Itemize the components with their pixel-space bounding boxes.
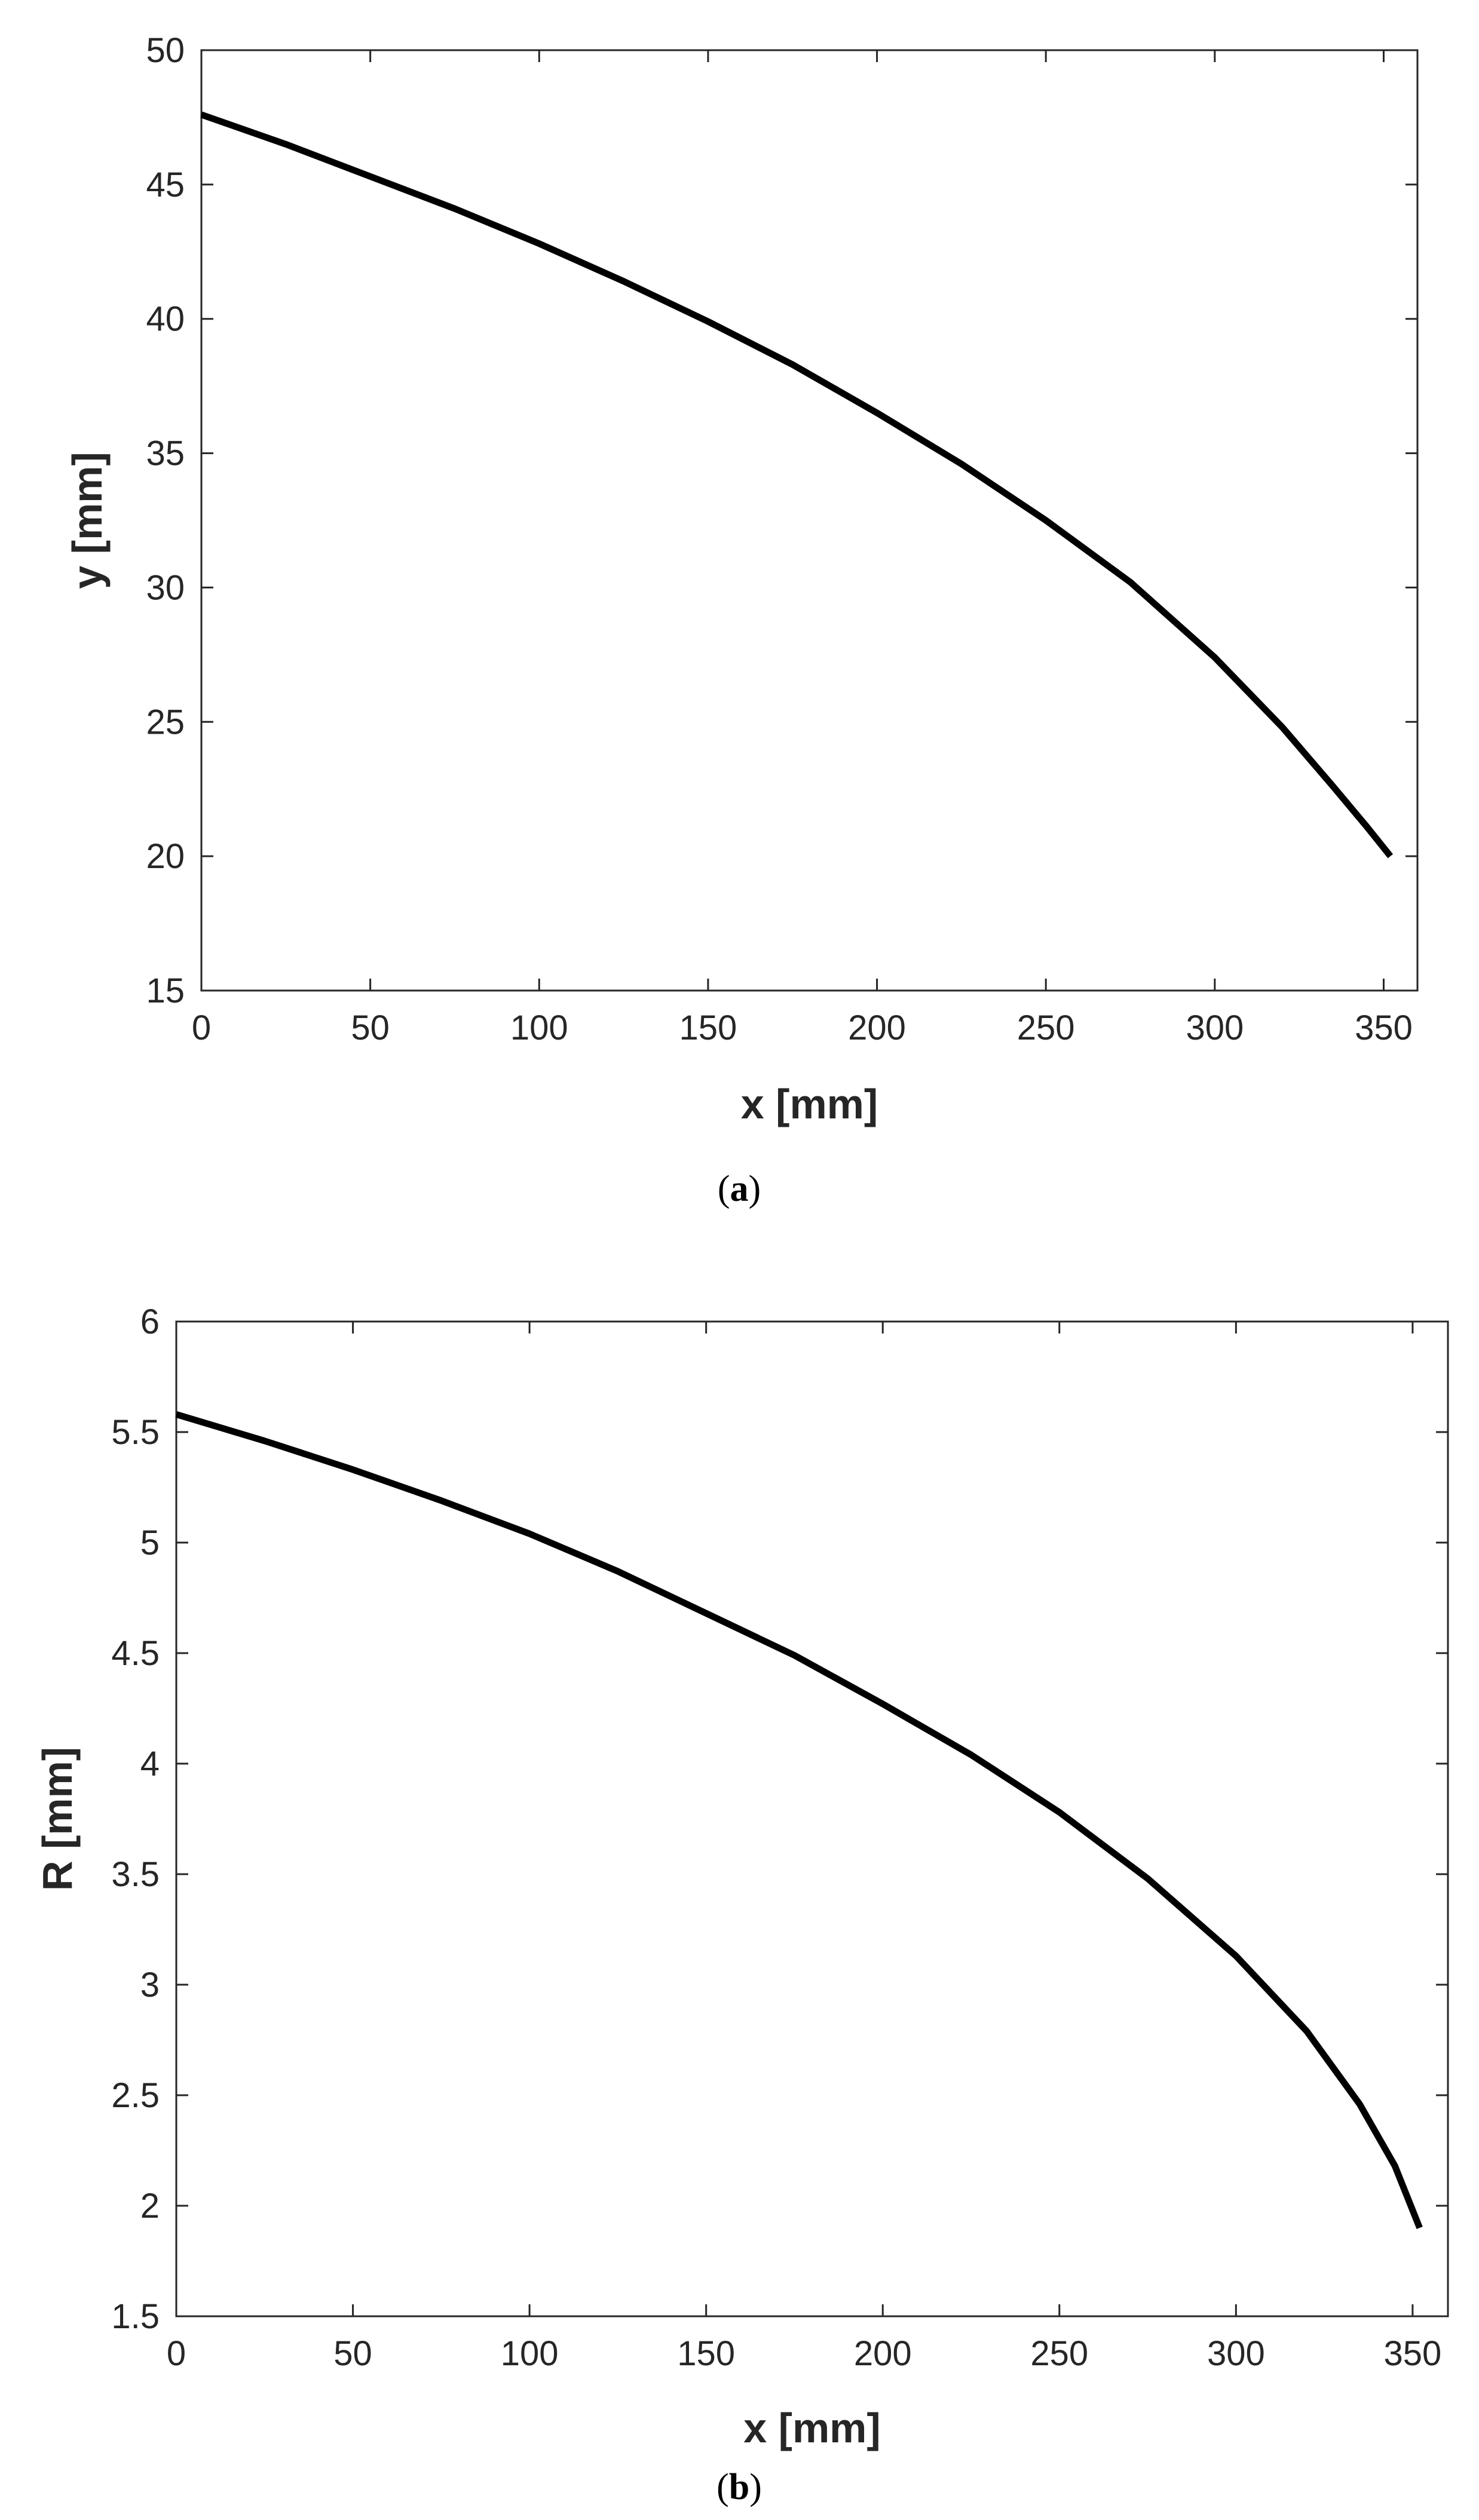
- y-axis-label: R [mm]: [34, 1747, 81, 1891]
- y-tick-label: 3: [140, 1966, 160, 2004]
- series-line: [175, 1411, 1423, 2230]
- y-tick-label: 4.5: [111, 1634, 160, 1673]
- x-tick-label: 100: [510, 1008, 568, 1047]
- y-tick-label: 2.5: [111, 2076, 160, 2115]
- x-tick-label: 200: [854, 2334, 912, 2373]
- y-tick-label: 25: [146, 703, 185, 741]
- x-tick-label: 100: [501, 2334, 559, 2373]
- x-tick-label: 300: [1207, 2334, 1265, 2373]
- x-tick-label: 250: [1030, 2334, 1088, 2373]
- x-tick-label: 0: [167, 2334, 186, 2373]
- y-tick-label: 35: [146, 434, 185, 473]
- caption-open: (: [718, 1169, 730, 1209]
- x-tick-label: 50: [351, 1008, 390, 1047]
- x-tick-label: 200: [848, 1008, 906, 1047]
- caption-letter: a: [730, 1169, 749, 1209]
- plot-frame: [175, 1320, 1449, 2317]
- y-tick-label: 45: [146, 165, 185, 204]
- y-tick-label: 40: [146, 300, 185, 339]
- x-tick-label: 250: [1017, 1008, 1075, 1047]
- chart-a: 0 50 100 150 200 250 300 350 15 20 25 30 35 40 45 50 x […: [64, 31, 1419, 1209]
- y-tick-label: 2: [140, 2187, 160, 2225]
- y-tick-label: 6: [140, 1302, 160, 1341]
- y-tick-label: 1.5: [111, 2297, 160, 2336]
- chart-b: 0 50 100 150 200 250 300 350 1.5 2 2.5 3 3.5 4 4.5 5 5.5…: [34, 1302, 1449, 2507]
- y-tick-label: 20: [146, 837, 185, 876]
- x-tick-label: 350: [1355, 1008, 1413, 1047]
- x-tick-label: 50: [333, 2334, 372, 2373]
- y-tick-label: 15: [146, 971, 185, 1010]
- panel-caption: (a): [718, 1169, 761, 1209]
- caption-letter: b: [729, 2467, 749, 2507]
- x-tick-label: 150: [677, 2334, 735, 2373]
- panel-caption: (b): [716, 2467, 762, 2507]
- x-tick-label: 0: [192, 1008, 211, 1047]
- y-tick-label: 30: [146, 568, 185, 607]
- x-axis-label: x [mm]: [741, 1081, 878, 1127]
- caption-open: (: [716, 2467, 729, 2507]
- x-tick-label: 300: [1186, 1008, 1244, 1047]
- x-axis-label: x [mm]: [743, 2405, 880, 2451]
- caption-close: ): [749, 1169, 761, 1209]
- y-tick-label: 50: [146, 31, 185, 70]
- plot-frame: [200, 49, 1419, 992]
- y-tick-label: 4: [140, 1745, 160, 1783]
- caption-close: ): [749, 2467, 762, 2507]
- y-tick-label: 3.5: [111, 1855, 160, 1894]
- x-tick-label: 350: [1383, 2334, 1441, 2373]
- y-tick-label: 5.5: [111, 1413, 160, 1452]
- x-tick-label: 150: [679, 1008, 737, 1047]
- y-axis-label: y [mm]: [64, 452, 111, 588]
- series-line: [200, 111, 1394, 859]
- y-tick-label: 5: [140, 1523, 160, 1562]
